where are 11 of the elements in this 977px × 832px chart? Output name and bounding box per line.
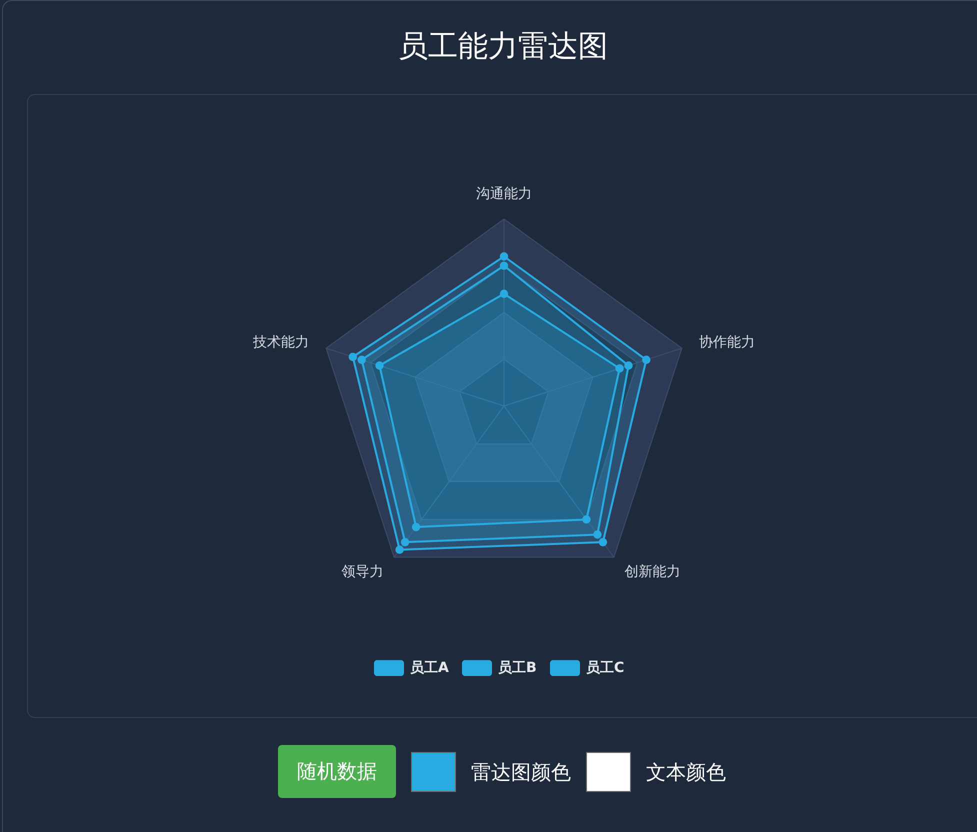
legend-label: 员工A xyxy=(410,660,449,676)
spoke-label: 领导力 xyxy=(342,564,384,580)
spoke-label: 创新能力 xyxy=(624,564,680,580)
legend-label: 员工C xyxy=(586,660,624,676)
spoke-label: 协作能力 xyxy=(698,334,755,351)
text: 文本颜色 xyxy=(646,759,726,786)
legend-label: 员工B xyxy=(498,660,537,676)
chart-title: 员工能力雷达图 xyxy=(397,28,609,66)
text: 雷达图颜色 xyxy=(471,759,571,786)
spoke-label: 技术能力 xyxy=(252,334,310,351)
spoke-label: 沟通能力 xyxy=(476,186,532,202)
